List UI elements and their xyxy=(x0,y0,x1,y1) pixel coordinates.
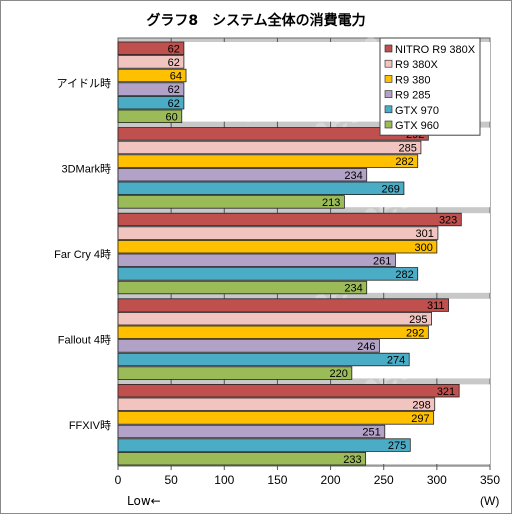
data-label: 62 xyxy=(168,43,180,55)
chart-title: グラフ8 システム全体の消費電力 xyxy=(146,13,366,29)
bar xyxy=(117,82,185,96)
x-tick-label: 350 xyxy=(480,473,500,487)
bar xyxy=(117,109,183,124)
data-label: 60 xyxy=(166,111,178,123)
bar xyxy=(117,424,386,439)
data-label: 323 xyxy=(439,215,457,227)
data-label: 285 xyxy=(399,143,417,155)
data-label: 261 xyxy=(373,255,391,267)
data-label: 62 xyxy=(168,84,180,96)
bar xyxy=(117,96,185,110)
bar xyxy=(117,411,435,425)
bar xyxy=(117,298,449,312)
data-label: 282 xyxy=(395,156,413,168)
x-axis-low-label: Low← xyxy=(127,494,161,508)
legend-swatch xyxy=(384,44,393,53)
bar xyxy=(117,226,439,240)
x-tick-label: 100 xyxy=(214,473,234,487)
category-label: Fallout 4時 xyxy=(58,334,111,347)
data-label: 234 xyxy=(344,170,362,182)
category-label: Far Cry 4時 xyxy=(54,248,111,261)
data-label: 213 xyxy=(322,197,340,209)
bar xyxy=(117,352,410,367)
bar xyxy=(117,451,367,466)
bar xyxy=(117,154,419,168)
data-label: 246 xyxy=(357,341,375,353)
bar xyxy=(117,195,345,209)
data-label: 301 xyxy=(416,228,434,240)
data-label: 298 xyxy=(412,399,430,411)
legend-label: R9 285 xyxy=(395,90,430,102)
data-label: 297 xyxy=(411,413,429,425)
bars: 6262646262602922852822342692133233013002… xyxy=(117,41,462,466)
bar xyxy=(117,68,187,83)
category-label: FFXIV時 xyxy=(69,419,111,432)
category-label: 3DMark時 xyxy=(61,162,111,175)
legend: NITRO R9 380X R9 380X R9 380 R9 285 GTX 970 G… xyxy=(379,37,481,136)
data-label: 321 xyxy=(437,386,455,398)
bar xyxy=(117,167,368,182)
data-label: 311 xyxy=(427,300,445,312)
category-labels: アイドル時 3DMark時 Far Cry 4時 Fallout 4時 FFXIV時 xyxy=(54,77,111,432)
legend-swatch xyxy=(384,120,393,129)
data-label: 62 xyxy=(168,98,180,110)
category-label: アイドル時 xyxy=(57,77,111,90)
legend-box xyxy=(379,37,481,136)
legend-swatch xyxy=(384,105,393,114)
bar xyxy=(117,438,411,452)
bar xyxy=(117,212,462,227)
x-tick-label: 200 xyxy=(321,473,341,487)
legend-label: R9 380 xyxy=(395,74,430,86)
x-tick-label: 0 xyxy=(115,473,122,487)
data-label: 234 xyxy=(344,283,362,295)
data-label: 251 xyxy=(362,427,380,439)
x-tick-label: 300 xyxy=(427,473,447,487)
data-label: 220 xyxy=(329,368,347,380)
data-label: 292 xyxy=(406,327,424,339)
legend-swatch xyxy=(384,75,393,83)
data-label: 300 xyxy=(414,242,432,254)
bar xyxy=(117,383,460,398)
data-label: 295 xyxy=(409,314,427,326)
legend-label: R9 380X xyxy=(395,59,438,71)
data-label: 275 xyxy=(388,440,406,452)
legend-swatch xyxy=(384,90,393,98)
data-label: 62 xyxy=(168,57,180,69)
bar xyxy=(117,311,432,326)
bar xyxy=(117,280,368,295)
x-tick-label: 150 xyxy=(267,473,287,487)
x-tick-label: 50 xyxy=(164,473,178,487)
bar xyxy=(117,366,353,380)
data-label: 233 xyxy=(343,454,361,466)
data-label: 282 xyxy=(395,269,413,281)
x-tick-label: 250 xyxy=(374,473,394,487)
legend-label: GTX 960 xyxy=(395,120,439,132)
x-tick-labels: 0 50 100 150 200 250 300 350 xyxy=(115,473,501,487)
bar xyxy=(117,397,436,412)
bar xyxy=(117,253,396,268)
bar xyxy=(117,339,380,353)
bar xyxy=(117,325,429,340)
bar xyxy=(117,55,185,69)
legend-label: NITRO R9 380X xyxy=(395,44,476,56)
data-label: 64 xyxy=(170,71,182,83)
bar xyxy=(117,267,419,281)
bar xyxy=(117,239,438,254)
data-label: 274 xyxy=(387,355,405,367)
bar xyxy=(117,41,185,56)
data-label: 269 xyxy=(382,183,400,195)
legend-swatch xyxy=(384,59,393,68)
legend-label: GTX 970 xyxy=(395,105,439,117)
bar xyxy=(117,140,422,155)
bar xyxy=(117,181,405,196)
x-axis-unit-label: (W) xyxy=(480,494,500,508)
